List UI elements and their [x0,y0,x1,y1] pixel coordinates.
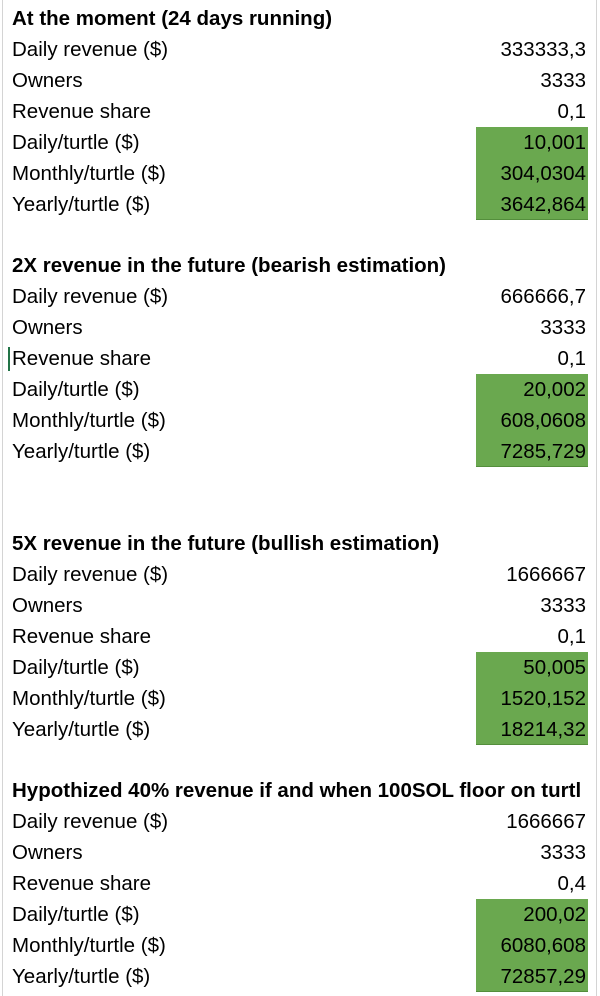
table-row[interactable]: Monthly/turtle ($) 304,0304 [0,158,600,189]
highlighted-cell [476,683,588,714]
row-value: 3333 [540,841,586,864]
row-label: Owners [12,841,83,864]
column-gridline-right [596,0,597,996]
row-label: Daily revenue ($) [12,38,169,61]
table-row[interactable]: Daily revenue ($) 666666,7 [0,281,600,312]
row-label: Yearly/turtle ($) [12,718,151,741]
row-value: 1666667 [506,810,586,833]
highlight-border [476,744,588,745]
table-row[interactable]: Monthly/turtle ($) 6080,608 [0,930,600,961]
row-label: Daily/turtle ($) [12,903,140,926]
row-label: Daily revenue ($) [12,285,169,308]
row-value: 0,4 [557,872,587,895]
row-value: 333333,3 [500,38,586,61]
table-row[interactable]: Daily revenue ($) 1666667 [0,559,600,590]
row-value: 10,001 [523,131,586,154]
row-label: Monthly/turtle ($) [12,934,166,957]
row-value: 3333 [540,316,586,339]
section-title-row[interactable]: 2X revenue in the future (bearish estima… [0,250,600,281]
row-value: 3642,864 [500,193,586,216]
table-row[interactable]: Yearly/turtle ($) 7285,729 [0,436,600,467]
row-label: Daily revenue ($) [12,563,169,586]
highlighted-cell [476,374,588,405]
row-value: 0,1 [557,347,587,370]
table-row[interactable]: Monthly/turtle ($) 1520,152 [0,683,600,714]
row-label: Owners [12,316,83,339]
section-title: Hypothized 40% revenue if and when 100SO… [12,779,582,802]
row-value: 0,1 [557,100,587,123]
table-row[interactable]: Daily/turtle ($) 10,001 [0,127,600,158]
section-title: 5X revenue in the future (bullish estima… [12,532,440,555]
row-label: Revenue share [12,100,152,123]
row-label: Revenue share [12,347,152,370]
section-title-row[interactable]: 5X revenue in the future (bullish estima… [0,528,600,559]
row-value: 304,0304 [500,162,586,185]
row-value: 3333 [540,594,586,617]
section-title-row[interactable]: Hypothized 40% revenue if and when 100SO… [0,775,600,806]
row-label: Daily/turtle ($) [12,656,140,679]
row-label: Monthly/turtle ($) [12,162,166,185]
table-row[interactable]: Revenue share 0,1 [0,96,600,127]
highlighted-cell [476,405,588,436]
row-value: 72857,29 [500,965,586,988]
row-label: Owners [12,69,83,92]
row-value: 3333 [540,69,586,92]
row-label: Daily/turtle ($) [12,131,140,154]
row-value: 7285,729 [500,440,586,463]
highlight-border [476,219,588,220]
cell-cursor [8,347,10,371]
highlighted-cell [476,899,588,930]
highlighted-cell [476,436,588,467]
table-row[interactable]: Owners 3333 [0,837,600,868]
row-value: 608,0608 [500,409,586,432]
table-row[interactable]: Daily/turtle ($) 20,002 [0,374,600,405]
row-label: Daily/turtle ($) [12,378,140,401]
highlight-border [476,466,588,467]
row-value: 1520,152 [500,687,586,710]
row-value: 666666,7 [500,285,586,308]
table-row[interactable]: Owners 3333 [0,312,600,343]
table-row[interactable]: Daily/turtle ($) 50,005 [0,652,600,683]
table-row[interactable]: Revenue share 0,4 [0,868,600,899]
row-value: 200,02 [523,903,586,926]
table-row[interactable]: Owners 3333 [0,65,600,96]
row-value: 50,005 [523,656,586,679]
highlighted-cell [476,714,588,745]
section-title: 2X revenue in the future (bearish estima… [12,254,447,277]
table-row[interactable]: Yearly/turtle ($) 72857,29 [0,961,600,992]
table-row[interactable]: Yearly/turtle ($) 3642,864 [0,189,600,220]
row-value: 6080,608 [500,934,586,957]
row-value: 0,1 [557,625,587,648]
row-label: Yearly/turtle ($) [12,440,151,463]
highlighted-cell [476,189,588,220]
table-row[interactable]: Monthly/turtle ($) 608,0608 [0,405,600,436]
highlighted-cell [476,930,588,961]
table-row[interactable]: Daily revenue ($) 1666667 [0,806,600,837]
table-row[interactable]: Revenue share 0,1 [0,343,600,374]
table-row[interactable]: Yearly/turtle ($) 18214,32 [0,714,600,745]
column-gridline-left [2,0,3,996]
row-label: Revenue share [12,872,152,895]
row-label: Owners [12,594,83,617]
highlighted-cell [476,652,588,683]
table-row[interactable]: Daily revenue ($) 333333,3 [0,34,600,65]
row-label: Yearly/turtle ($) [12,965,151,988]
section-title-row[interactable]: At the moment (24 days running) [0,3,600,34]
row-label: Monthly/turtle ($) [12,409,166,432]
highlight-border [476,991,588,992]
row-label: Yearly/turtle ($) [12,193,151,216]
row-label: Revenue share [12,625,152,648]
row-label: Monthly/turtle ($) [12,687,166,710]
table-row[interactable]: Revenue share 0,1 [0,621,600,652]
highlighted-cell [476,127,588,158]
section-title: At the moment (24 days running) [12,7,333,30]
highlighted-cell [476,158,588,189]
row-value: 20,002 [523,378,586,401]
row-value: 18214,32 [500,718,586,741]
table-row[interactable]: Owners 3333 [0,590,600,621]
row-value: 1666667 [506,563,586,586]
row-label: Daily revenue ($) [12,810,169,833]
table-row[interactable]: Daily/turtle ($) 200,02 [0,899,600,930]
highlighted-cell [476,961,588,992]
